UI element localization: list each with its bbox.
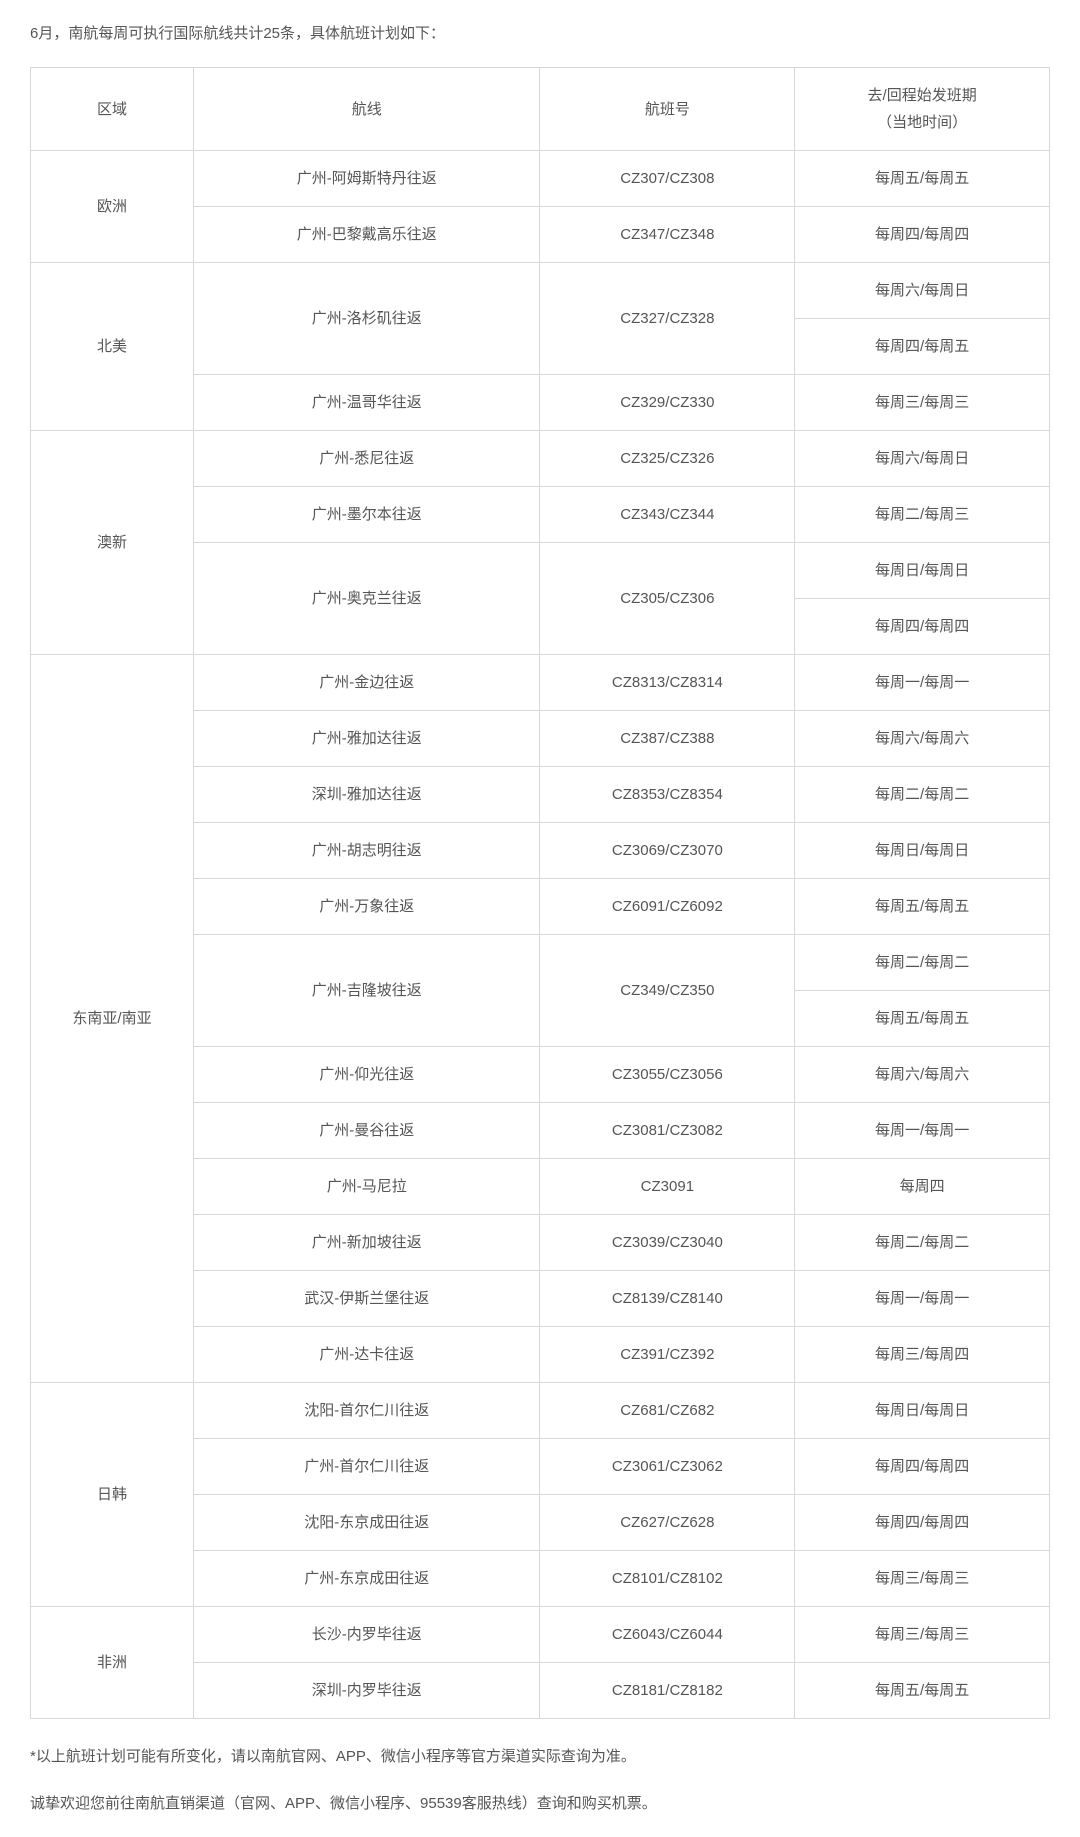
cell-route: 广州-马尼拉 — [194, 1159, 540, 1215]
header-flight: 航班号 — [540, 68, 795, 151]
table-row: 澳新广州-悉尼往返CZ325/CZ326每周六/每周日 — [31, 431, 1050, 487]
header-route: 航线 — [194, 68, 540, 151]
cell-schedule: 每周一/每周一 — [795, 1103, 1050, 1159]
cell-schedule: 每周五/每周五 — [795, 1663, 1050, 1719]
closing-text: 诚挚欢迎您前往南航直销渠道（官网、APP、微信小程序、95539客服热线）查询和… — [30, 1790, 1050, 1817]
cell-schedule: 每周二/每周二 — [795, 1215, 1050, 1271]
cell-flight: CZ349/CZ350 — [540, 935, 795, 1047]
cell-schedule: 每周五/每周五 — [795, 151, 1050, 207]
cell-flight: CZ325/CZ326 — [540, 431, 795, 487]
table-row: 北美广州-洛杉矶往返CZ327/CZ328每周六/每周日 — [31, 263, 1050, 319]
cell-flight: CZ8313/CZ8314 — [540, 655, 795, 711]
cell-flight: CZ3081/CZ3082 — [540, 1103, 795, 1159]
cell-route: 广州-金边往返 — [194, 655, 540, 711]
cell-schedule: 每周二/每周二 — [795, 935, 1050, 991]
cell-flight: CZ343/CZ344 — [540, 487, 795, 543]
cell-route: 深圳-内罗毕往返 — [194, 1663, 540, 1719]
cell-route: 广州-万象往返 — [194, 879, 540, 935]
cell-schedule: 每周三/每周四 — [795, 1327, 1050, 1383]
cell-route: 广州-东京成田往返 — [194, 1551, 540, 1607]
header-region: 区域 — [31, 68, 194, 151]
cell-route: 广州-达卡往返 — [194, 1327, 540, 1383]
note-text: *以上航班计划可能有所变化，请以南航官网、APP、微信小程序等官方渠道实际查询为… — [30, 1743, 1050, 1770]
cell-schedule: 每周日/每周日 — [795, 1383, 1050, 1439]
cell-schedule: 每周二/每周二 — [795, 767, 1050, 823]
cell-flight: CZ327/CZ328 — [540, 263, 795, 375]
cell-route: 沈阳-东京成田往返 — [194, 1495, 540, 1551]
cell-schedule: 每周六/每周日 — [795, 263, 1050, 319]
cell-region: 欧洲 — [31, 151, 194, 263]
cell-flight: CZ347/CZ348 — [540, 207, 795, 263]
cell-flight: CZ6091/CZ6092 — [540, 879, 795, 935]
cell-schedule: 每周四/每周四 — [795, 1439, 1050, 1495]
cell-route: 广州-新加坡往返 — [194, 1215, 540, 1271]
cell-flight: CZ8139/CZ8140 — [540, 1271, 795, 1327]
cell-region: 澳新 — [31, 431, 194, 655]
cell-flight: CZ305/CZ306 — [540, 543, 795, 655]
cell-flight: CZ387/CZ388 — [540, 711, 795, 767]
cell-region: 非洲 — [31, 1607, 194, 1719]
cell-route: 武汉-伊斯兰堡往返 — [194, 1271, 540, 1327]
cell-flight: CZ307/CZ308 — [540, 151, 795, 207]
cell-route: 广州-首尔仁川往返 — [194, 1439, 540, 1495]
cell-flight: CZ8181/CZ8182 — [540, 1663, 795, 1719]
cell-schedule: 每周六/每周六 — [795, 1047, 1050, 1103]
cell-route: 广州-洛杉矶往返 — [194, 263, 540, 375]
cell-flight: CZ8353/CZ8354 — [540, 767, 795, 823]
cell-schedule: 每周二/每周三 — [795, 487, 1050, 543]
cell-route: 深圳-雅加达往返 — [194, 767, 540, 823]
cell-flight: CZ6043/CZ6044 — [540, 1607, 795, 1663]
cell-route: 广州-吉隆坡往返 — [194, 935, 540, 1047]
cell-flight: CZ3091 — [540, 1159, 795, 1215]
cell-schedule: 每周六/每周日 — [795, 431, 1050, 487]
cell-schedule: 每周一/每周一 — [795, 1271, 1050, 1327]
cell-route: 广州-墨尔本往返 — [194, 487, 540, 543]
cell-route: 广州-巴黎戴高乐往返 — [194, 207, 540, 263]
cell-schedule: 每周三/每周三 — [795, 375, 1050, 431]
cell-schedule: 每周三/每周三 — [795, 1551, 1050, 1607]
cell-route: 广州-雅加达往返 — [194, 711, 540, 767]
header-schedule: 去/回程始发班期 （当地时间） — [795, 68, 1050, 151]
cell-flight: CZ391/CZ392 — [540, 1327, 795, 1383]
cell-route: 广州-悉尼往返 — [194, 431, 540, 487]
cell-route: 广州-胡志明往返 — [194, 823, 540, 879]
cell-schedule: 每周日/每周日 — [795, 543, 1050, 599]
cell-flight: CZ3069/CZ3070 — [540, 823, 795, 879]
cell-schedule: 每周四/每周五 — [795, 319, 1050, 375]
intro-text: 6月，南航每周可执行国际航线共计25条，具体航班计划如下： — [30, 20, 1050, 47]
cell-flight: CZ3061/CZ3062 — [540, 1439, 795, 1495]
cell-schedule: 每周三/每周三 — [795, 1607, 1050, 1663]
cell-flight: CZ8101/CZ8102 — [540, 1551, 795, 1607]
cell-flight: CZ3039/CZ3040 — [540, 1215, 795, 1271]
table-row: 非洲长沙-内罗毕往返CZ6043/CZ6044每周三/每周三 — [31, 1607, 1050, 1663]
cell-flight: CZ329/CZ330 — [540, 375, 795, 431]
table-row: 欧洲广州-阿姆斯特丹往返CZ307/CZ308每周五/每周五 — [31, 151, 1050, 207]
cell-schedule: 每周六/每周六 — [795, 711, 1050, 767]
cell-route: 广州-仰光往返 — [194, 1047, 540, 1103]
cell-schedule: 每周五/每周五 — [795, 991, 1050, 1047]
cell-route: 沈阳-首尔仁川往返 — [194, 1383, 540, 1439]
cell-schedule: 每周四/每周四 — [795, 1495, 1050, 1551]
cell-route: 广州-曼谷往返 — [194, 1103, 540, 1159]
cell-route: 广州-奥克兰往返 — [194, 543, 540, 655]
table-row: 日韩沈阳-首尔仁川往返CZ681/CZ682每周日/每周日 — [31, 1383, 1050, 1439]
flight-schedule-table: 区域 航线 航班号 去/回程始发班期 （当地时间） 欧洲广州-阿姆斯特丹往返CZ… — [30, 67, 1050, 1719]
cell-route: 长沙-内罗毕往返 — [194, 1607, 540, 1663]
cell-schedule: 每周四/每周四 — [795, 207, 1050, 263]
cell-flight: CZ3055/CZ3056 — [540, 1047, 795, 1103]
table-header-row: 区域 航线 航班号 去/回程始发班期 （当地时间） — [31, 68, 1050, 151]
cell-schedule: 每周五/每周五 — [795, 879, 1050, 935]
cell-schedule: 每周四 — [795, 1159, 1050, 1215]
cell-flight: CZ627/CZ628 — [540, 1495, 795, 1551]
cell-region: 日韩 — [31, 1383, 194, 1607]
cell-region: 东南亚/南亚 — [31, 655, 194, 1383]
cell-region: 北美 — [31, 263, 194, 431]
cell-flight: CZ681/CZ682 — [540, 1383, 795, 1439]
table-row: 东南亚/南亚广州-金边往返CZ8313/CZ8314每周一/每周一 — [31, 655, 1050, 711]
cell-schedule: 每周日/每周日 — [795, 823, 1050, 879]
cell-schedule: 每周一/每周一 — [795, 655, 1050, 711]
cell-schedule: 每周四/每周四 — [795, 599, 1050, 655]
cell-route: 广州-温哥华往返 — [194, 375, 540, 431]
cell-route: 广州-阿姆斯特丹往返 — [194, 151, 540, 207]
